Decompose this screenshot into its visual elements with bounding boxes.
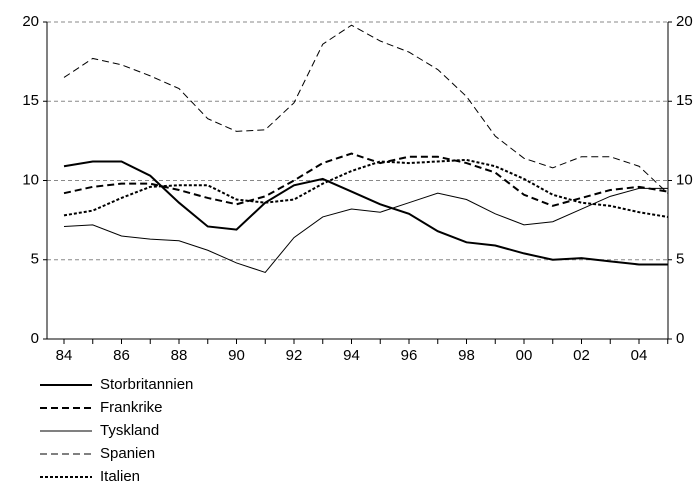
x-tick-label: 90 — [228, 347, 245, 364]
legend-label: Italien — [100, 468, 140, 484]
y-tick-label: 0 — [31, 330, 39, 347]
x-tick-label: 88 — [171, 347, 188, 364]
legend-label: Spanien — [100, 445, 155, 462]
series-line — [63, 158, 668, 218]
x-tick-label: 86 — [113, 347, 130, 364]
y-tick-label-right: 0 — [676, 330, 684, 347]
x-tick-label: 00 — [516, 347, 533, 364]
y-tick-label-right: 10 — [676, 171, 693, 188]
y-tick-label: 20 — [22, 13, 39, 30]
series-line — [63, 160, 668, 266]
y-tick-label: 15 — [22, 92, 39, 109]
x-tick-label: 94 — [343, 347, 360, 364]
series-line — [63, 187, 668, 274]
y-tick-label: 10 — [22, 171, 39, 188]
series-line — [63, 24, 669, 194]
x-tick-label: 84 — [56, 347, 73, 364]
x-tick-label: 92 — [286, 347, 303, 364]
legend-label: Tyskland — [100, 422, 159, 439]
legend-label: Frankrike — [100, 399, 163, 416]
y-tick-label-right: 15 — [676, 92, 693, 109]
x-tick-label: 96 — [401, 347, 418, 364]
x-tick-label: 02 — [573, 347, 590, 364]
x-tick-label: 98 — [458, 347, 475, 364]
y-tick-label: 5 — [31, 251, 39, 268]
legend-label: Storbritannien — [100, 376, 193, 393]
y-tick-label-right: 5 — [676, 251, 684, 268]
x-tick-label: 04 — [631, 347, 648, 364]
y-tick-label-right: 20 — [676, 13, 693, 30]
